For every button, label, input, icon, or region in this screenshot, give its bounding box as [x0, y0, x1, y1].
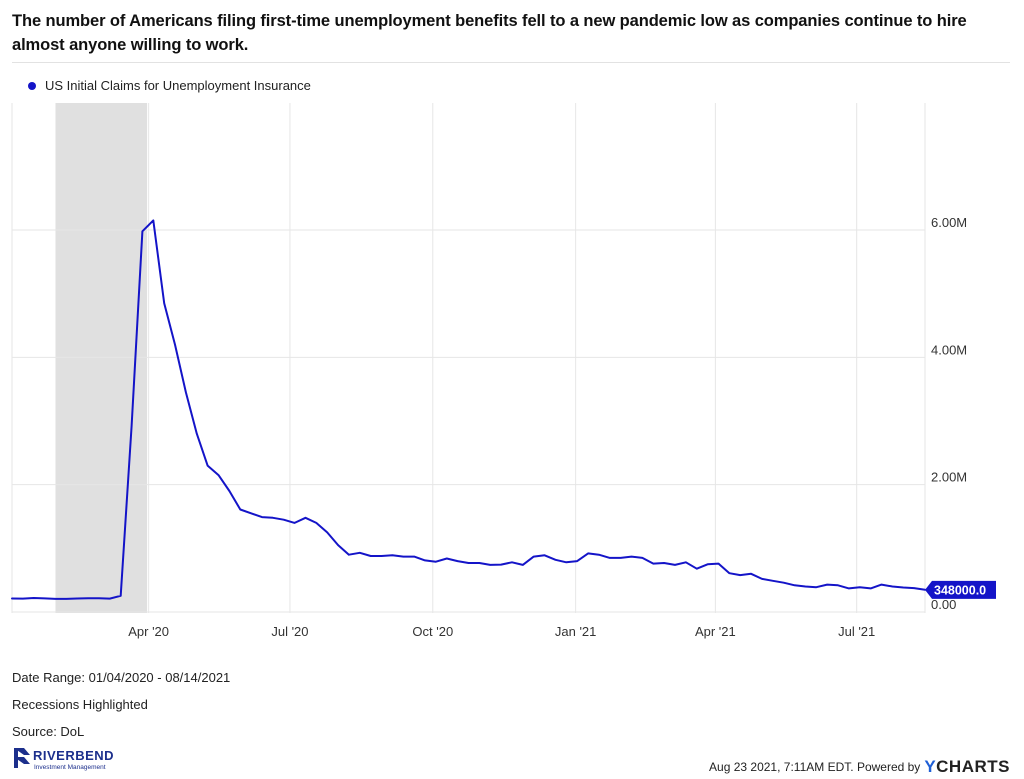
- x-tick-label: Jan '21: [555, 624, 597, 639]
- y-tick-label: 2.00M: [931, 470, 967, 485]
- x-tick-label: Oct '20: [412, 624, 453, 639]
- x-tick-label: Jul '20: [271, 624, 308, 639]
- x-tick-label: Apr '21: [695, 624, 736, 639]
- y-tick-label: 0.00: [931, 597, 956, 612]
- logo-tagline: Investment Management: [34, 764, 106, 771]
- chart-title: The number of Americans filing first-tim…: [12, 12, 967, 54]
- logo-name: RIVERBEND: [33, 748, 114, 763]
- chart-plot[interactable]: Apr '20 Jul '20 Oct '20 Jan '21 Apr '21 Jul '…: [0, 0, 1024, 660]
- legend-label: US Initial Claims for Unemployment Insur…: [45, 78, 311, 93]
- ycharts-logo[interactable]: YCHARTS: [924, 757, 1010, 777]
- y-tick-label: 6.00M: [931, 215, 967, 230]
- recession-band: [55, 103, 148, 613]
- y-tick-label: 4.00M: [931, 342, 967, 357]
- series-line: [11, 219, 926, 600]
- last-value-badge: [925, 580, 996, 599]
- timestamp-text: Aug 23 2021, 7:11AM EDT.: [709, 760, 854, 774]
- chart-legend[interactable]: US Initial Claims for Unemployment Insur…: [28, 78, 311, 93]
- powered-by-footer: Aug 23 2021, 7:11AM EDT. Powered by YCHA…: [709, 757, 1010, 777]
- ycharts-logo-initial: Y: [924, 757, 937, 776]
- x-tick-label: Apr '20: [128, 624, 169, 639]
- riverbend-logo: RIVERBEND Investment Management: [14, 748, 114, 771]
- last-value-label: 348000.0: [934, 583, 986, 597]
- legend-marker-icon: [28, 81, 36, 90]
- x-tick-label: Jul '21: [838, 624, 875, 639]
- title-divider: [12, 62, 1010, 63]
- source-text: Source: DoL: [12, 724, 85, 739]
- date-range-text: Date Range: 01/04/2020 - 08/14/2021: [12, 670, 231, 685]
- ycharts-logo-text: CHARTS: [936, 757, 1010, 776]
- powered-by-text: Powered by: [856, 760, 921, 774]
- recessions-note: Recessions Highlighted: [12, 697, 148, 712]
